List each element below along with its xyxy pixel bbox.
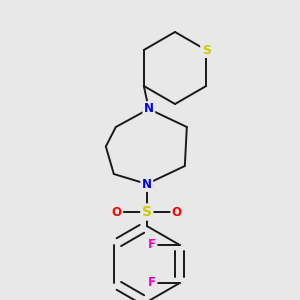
Text: F: F <box>148 238 156 251</box>
Text: N: N <box>142 178 152 190</box>
Text: S: S <box>142 205 152 219</box>
Text: F: F <box>148 277 156 290</box>
Text: O: O <box>112 206 122 218</box>
Text: O: O <box>172 206 182 218</box>
Text: N: N <box>144 103 154 116</box>
Text: S: S <box>202 44 211 56</box>
